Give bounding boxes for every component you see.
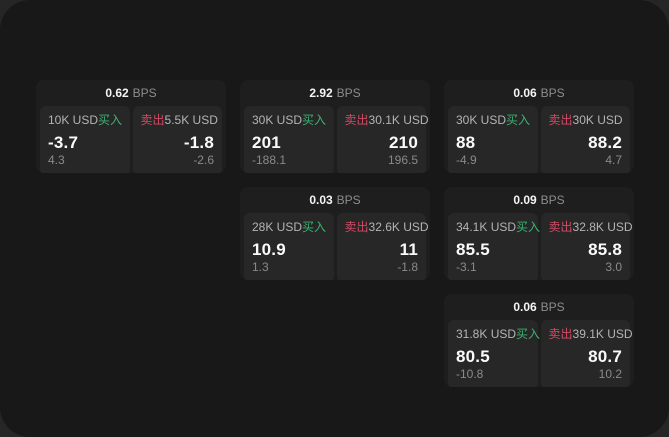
sell-change: -1.8 [397, 260, 418, 274]
bps-unit: BPS [336, 193, 361, 207]
quote-card-body: 30K USD 买入 201 -188.1 卖出 30.1K USD 210 1… [240, 106, 430, 173]
sell-price: -1.8 [183, 133, 214, 152]
bps-value: 2.92 [309, 86, 333, 100]
buy-change: 1.3 [252, 260, 269, 274]
sell-size: 30.1K USD [368, 113, 429, 127]
sell-size: 39.1K USD [572, 327, 633, 341]
bps-unit: BPS [540, 193, 565, 207]
buy-side-label: 买入 [516, 327, 541, 341]
buy-size: 30K USD [252, 113, 303, 127]
bps-value: 0.09 [513, 193, 537, 207]
sell-side-label: 卖出 [548, 220, 573, 234]
buy-quote-panel[interactable]: 31.8K USD 买入 80.5 -10.8 [448, 320, 541, 387]
buy-side-label: 买入 [516, 220, 541, 234]
buy-change: -10.8 [456, 367, 484, 381]
sell-quote-panel[interactable]: 卖出 30.1K USD 210 196.5 [336, 106, 429, 173]
buy-quote-panel[interactable]: 34.1K USD 买入 85.5 -3.1 [448, 213, 541, 280]
sell-price: 80.7 [588, 347, 622, 366]
sell-change: 4.7 [605, 153, 622, 167]
buy-side-label: 买入 [302, 220, 327, 234]
buy-size: 10K USD [48, 113, 99, 127]
sell-change: 196.5 [387, 153, 418, 167]
buy-price: 80.5 [456, 347, 490, 366]
buy-quote-panel[interactable]: 28K USD 买入 10.9 1.3 [244, 213, 334, 280]
bps-value: 0.03 [309, 193, 333, 207]
quote-card-body: 28K USD 买入 10.9 1.3 卖出 32.6K USD 11 -1.8 [240, 213, 430, 280]
quote-card: 0.06 BPS 31.8K USD 买入 80.5 -10.8 卖出 39.1… [444, 294, 634, 387]
sell-side-label: 卖出 [344, 113, 369, 127]
sell-size: 30K USD [572, 113, 623, 127]
quote-card: 0.62 BPS 10K USD 买入 -3.7 4.3 卖出 5.5K USD… [36, 80, 226, 173]
sell-change: -2.6 [193, 153, 214, 167]
buy-size: 28K USD [252, 220, 303, 234]
sell-side-label: 卖出 [548, 327, 573, 341]
bps-unit: BPS [336, 86, 361, 100]
quote-card: 0.03 BPS 28K USD 买入 10.9 1.3 卖出 32.6K US… [240, 187, 430, 280]
sell-size: 32.8K USD [572, 220, 633, 234]
buy-change: -188.1 [252, 153, 287, 167]
bps-spread-header: 2.92 BPS [240, 80, 430, 106]
quote-card: 0.09 BPS 34.1K USD 买入 85.5 -3.1 卖出 32.8K… [444, 187, 634, 280]
buy-quote-panel[interactable]: 30K USD 买入 88 -4.9 [448, 106, 538, 173]
buy-quote-panel[interactable]: 30K USD 买入 201 -188.1 [244, 106, 334, 173]
bps-spread-header: 0.62 BPS [36, 80, 226, 106]
quote-card-body: 34.1K USD 买入 85.5 -3.1 卖出 32.8K USD 85.8… [444, 213, 634, 280]
buy-size: 34.1K USD [456, 220, 517, 234]
buy-price: 201 [252, 133, 281, 152]
quote-card-body: 31.8K USD 买入 80.5 -10.8 卖出 39.1K USD 80.… [444, 320, 634, 387]
sell-side-label: 卖出 [140, 113, 165, 127]
bps-value: 0.06 [513, 300, 537, 314]
sell-side-label: 卖出 [344, 220, 369, 234]
sell-side-label: 卖出 [548, 113, 573, 127]
buy-price: 85.5 [456, 240, 490, 259]
bps-spread-header: 0.06 BPS [444, 294, 634, 320]
buy-change: -4.9 [456, 153, 477, 167]
buy-price: 10.9 [252, 240, 286, 259]
sell-quote-panel[interactable]: 卖出 32.8K USD 85.8 3.0 [540, 213, 633, 280]
quotes-grid: 0.62 BPS 10K USD 买入 -3.7 4.3 卖出 5.5K USD… [36, 80, 634, 387]
bps-spread-header: 0.03 BPS [240, 187, 430, 213]
sell-price: 85.8 [588, 240, 622, 259]
sell-price: 88.2 [588, 133, 622, 152]
bps-unit: BPS [132, 86, 157, 100]
buy-size: 31.8K USD [456, 327, 517, 341]
buy-change: 4.3 [48, 153, 65, 167]
bps-spread-header: 0.06 BPS [444, 80, 634, 106]
sell-price: 11 [399, 240, 418, 259]
buy-price: -3.7 [48, 133, 79, 152]
bps-unit: BPS [540, 300, 565, 314]
sell-quote-panel[interactable]: 卖出 30K USD 88.2 4.7 [540, 106, 630, 173]
buy-side-label: 买入 [506, 113, 531, 127]
sell-size: 5.5K USD [164, 113, 218, 127]
buy-change: -3.1 [456, 260, 477, 274]
bps-spread-header: 0.09 BPS [444, 187, 634, 213]
quote-card-body: 10K USD 买入 -3.7 4.3 卖出 5.5K USD -1.8 -2.… [36, 106, 226, 173]
buy-side-label: 买入 [98, 113, 123, 127]
sell-change: 3.0 [605, 260, 622, 274]
buy-price: 88 [456, 133, 476, 152]
sell-size: 32.6K USD [368, 220, 429, 234]
quote-card-body: 30K USD 买入 88 -4.9 卖出 30K USD 88.2 4.7 [444, 106, 634, 173]
buy-side-label: 买入 [302, 113, 327, 127]
bps-unit: BPS [540, 86, 565, 100]
sell-quote-panel[interactable]: 卖出 39.1K USD 80.7 10.2 [540, 320, 633, 387]
sell-quote-panel[interactable]: 卖出 5.5K USD -1.8 -2.6 [132, 106, 222, 173]
buy-size: 30K USD [456, 113, 507, 127]
sell-change: 10.2 [598, 367, 622, 381]
buy-quote-panel[interactable]: 10K USD 买入 -3.7 4.3 [40, 106, 130, 173]
sell-quote-panel[interactable]: 卖出 32.6K USD 11 -1.8 [336, 213, 429, 280]
bps-value: 0.62 [105, 86, 129, 100]
quote-card: 0.06 BPS 30K USD 买入 88 -4.9 卖出 30K USD 8… [444, 80, 634, 173]
sell-price: 210 [389, 133, 418, 152]
quote-card: 2.92 BPS 30K USD 买入 201 -188.1 卖出 30.1K … [240, 80, 430, 173]
bps-value: 0.06 [513, 86, 537, 100]
